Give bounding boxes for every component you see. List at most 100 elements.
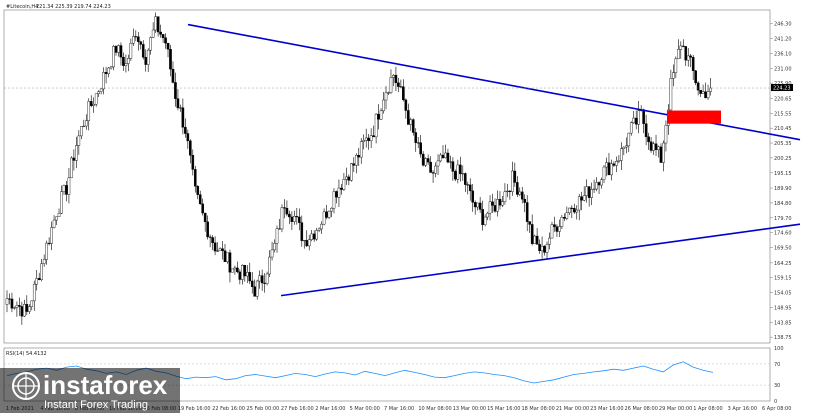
candle-body [686, 55, 690, 61]
candle-body [119, 45, 123, 58]
candle-body [80, 126, 83, 137]
candle-body [290, 216, 294, 222]
candle-body [228, 252, 232, 273]
candle-body [161, 34, 165, 38]
candle-body [444, 152, 447, 159]
candle-body [285, 207, 289, 215]
candle-body [20, 306, 24, 317]
candle-body [553, 224, 556, 227]
candle-body [5, 298, 9, 305]
candle-body [681, 45, 685, 47]
candle-body [45, 242, 48, 260]
candle-body [612, 163, 616, 166]
candle-body [288, 213, 291, 218]
candle-body [139, 41, 143, 45]
candle-body [570, 207, 574, 209]
candle-body [330, 207, 333, 212]
candle-body [706, 91, 710, 99]
time-tick-label: 29 Mar 00:00 [659, 406, 692, 412]
price-tick-label: 189.90 [774, 186, 792, 192]
candle-body [189, 140, 192, 156]
candle-body [441, 154, 445, 159]
time-tick-label: 2 Mar 16:00 [315, 406, 345, 412]
candle-body [315, 230, 318, 240]
candle-body [89, 101, 93, 106]
candle-body [471, 190, 475, 203]
candle-body [558, 226, 561, 232]
watermark-backdrop [0, 368, 180, 413]
candle-body [293, 216, 296, 222]
candle-body [320, 223, 323, 230]
candle-body [174, 82, 177, 99]
candle-body [233, 267, 237, 270]
candle-body [649, 141, 653, 151]
candle-body [340, 187, 343, 190]
candle-body [23, 304, 26, 317]
candle-body [548, 237, 551, 245]
candle-body [169, 49, 172, 70]
candle-body [696, 82, 700, 91]
candle-body [543, 245, 546, 253]
candle-body [275, 228, 279, 244]
candle-body [602, 166, 606, 180]
candle-body [159, 31, 162, 35]
candle-body [449, 161, 452, 163]
candle-body [644, 123, 648, 137]
price-tick-label: 241.20 [774, 37, 792, 43]
candle-body [652, 143, 655, 151]
candle-body [389, 77, 393, 93]
candle-body [107, 67, 110, 75]
candle-body [129, 43, 133, 59]
candle-body [506, 190, 509, 192]
candle-body [114, 46, 118, 53]
candle-body [154, 16, 157, 31]
candle-body [92, 104, 96, 106]
candle-body [127, 58, 130, 64]
candle-body [664, 125, 668, 144]
candle-body [171, 68, 175, 83]
time-tick-label: 27 Feb 16:00 [281, 406, 314, 412]
candle-body [411, 119, 415, 133]
rsi-tick-label: 30 [774, 383, 780, 389]
candle-body [280, 207, 284, 230]
candle-body [483, 216, 487, 225]
candle-body [585, 186, 588, 196]
candle-body [99, 88, 103, 92]
candle-body [426, 158, 430, 163]
candle-body [312, 233, 316, 240]
candle-body [597, 182, 601, 186]
candle-body [40, 263, 43, 280]
candle-body [689, 55, 693, 58]
candle-body [203, 212, 207, 223]
candle-body [327, 210, 331, 218]
candle-body [132, 36, 135, 44]
candle-body [310, 233, 313, 240]
candle-body [260, 275, 264, 284]
candle-body [535, 235, 539, 245]
candle-body [300, 222, 304, 241]
candle-body [102, 72, 105, 90]
candle-body [141, 44, 145, 58]
candle-body [382, 99, 385, 112]
candle-body [419, 142, 422, 155]
candle-body [206, 221, 209, 238]
candle-body [592, 188, 596, 190]
candle-body [407, 110, 410, 125]
candle-body [620, 148, 623, 161]
candle-body [709, 87, 712, 92]
candle-body [674, 58, 678, 73]
candle-body [52, 219, 56, 228]
candle-body [77, 135, 81, 146]
candle-body [278, 228, 281, 230]
candle-body [560, 217, 564, 227]
candle-body [496, 199, 499, 212]
candle-body [295, 216, 299, 218]
candle-body [136, 36, 140, 42]
candle-body [273, 243, 276, 251]
price-tick-label: 210.45 [774, 126, 792, 132]
candle-body [117, 45, 120, 53]
candle-body [577, 196, 581, 211]
candle-body [364, 137, 368, 141]
price-axis: 246.30241.20236.10231.00225.90220.65215.… [770, 22, 792, 341]
